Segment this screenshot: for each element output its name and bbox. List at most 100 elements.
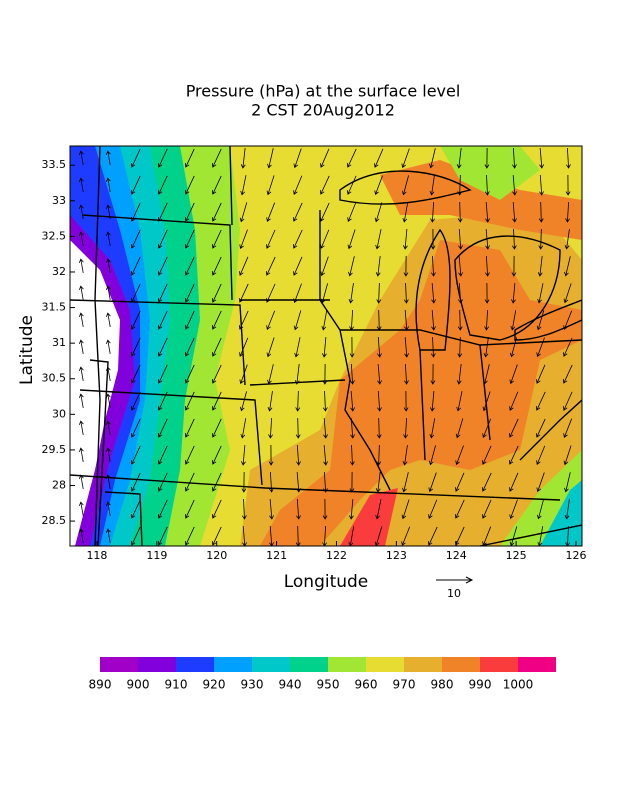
wind-arrow [376,417,382,439]
wind-arrow [211,337,222,357]
wind-arrow [130,175,141,195]
wind-arrow [509,499,518,520]
wind-arrow [184,256,195,276]
colorbar-swatch [518,657,556,672]
wind-arrow [564,472,571,493]
wind-arrow [157,256,168,276]
wind-arrow [78,474,84,489]
wind-arrow [105,366,111,381]
wind-arrow [563,283,572,304]
wind-arrow [184,445,195,465]
wind-arrow [184,283,195,303]
wind-arrow [157,364,168,384]
wind-arrow [211,391,222,411]
y-tick-label: 28 [52,479,66,492]
wind-arrow [105,528,111,543]
wind-arrow [240,445,246,466]
wind-arrow [130,148,141,168]
wind-arrow [484,174,490,196]
wind-arrow [403,282,409,304]
wind-arrow [431,255,436,277]
wind-arrow [239,229,248,250]
wind-arrow [350,418,355,439]
wind-arrow [458,256,463,277]
wind-arrow [211,229,222,249]
wind-arrow [404,363,409,385]
wind-arrow [211,499,222,519]
wind-arrow [401,526,411,546]
wind-arrow [105,420,111,435]
wind-arrow [563,337,573,357]
wind-arrow [563,391,573,411]
wind-arrow [428,472,437,493]
wind-arrow [377,364,382,385]
wind-arrow [293,175,303,195]
wind-arrow [349,336,355,358]
wind-arrow [292,202,303,222]
wind-arrow [269,471,274,493]
x-tick-label: 119 [146,549,167,562]
wind-arrow [78,447,84,462]
wind-arrow [267,364,274,385]
wind-arrow [509,391,519,411]
colorbar-label: 940 [279,678,302,692]
wind-arrow [266,337,275,358]
wind-arrow [157,445,168,465]
wind-arrow [375,256,381,277]
wind-arrow [130,283,141,303]
wind-arrow [211,445,222,465]
wind-arrow [401,175,409,196]
wind-arrow [536,445,546,465]
wind-arrow [482,526,492,546]
wind-arrow [211,175,222,195]
wind-arrow [482,418,492,439]
wind-arrow [211,283,222,303]
wind-arrow [457,336,463,358]
wind-arrow [431,310,436,331]
y-axis-label: Latitude [17,315,37,385]
wind-arrow [508,445,519,465]
wind-arrow [429,175,435,196]
wind-arrow [130,526,141,546]
wind-arrow [512,175,517,196]
wind-arrow [184,418,195,438]
colorbar-label: 910 [165,678,188,692]
wind-arrow [105,204,111,219]
wind-arrow [157,310,168,330]
wind-arrow [157,283,168,303]
wind-arrow [78,177,84,192]
wind-arrow [509,364,518,385]
y-tick-label: 33 [52,194,66,207]
wind-arrow [268,444,274,466]
wind-arrow [401,499,410,520]
wind-arrow [483,337,489,358]
wind-arrow [537,283,544,304]
wind-arrow [240,148,246,169]
colorbar-label: 900 [127,678,150,692]
wind-arrow [538,201,544,223]
wind-arrow [321,310,328,331]
wind-arrow [458,228,463,250]
wind-arrow [376,282,382,304]
wind-arrow [482,445,492,465]
y-tick-label: 31 [52,336,66,349]
wind-arrow [483,364,490,385]
wind-arrow [78,312,84,327]
colorbar-swatch [138,657,176,672]
wind-arrow [130,310,141,330]
wind-arrow [564,256,571,277]
wind-arrow [130,202,141,222]
wind-arrow [485,229,490,250]
wind-arrow [184,364,195,384]
wind-arrow [456,391,463,412]
y-tick-label: 28.5 [42,514,67,527]
wind-arrow [105,501,111,516]
colorbar-label: 1000 [503,678,534,692]
wind-arrow [484,147,490,169]
y-tick-label: 32.5 [42,229,67,242]
colorbar: 890 900 910 920 930 940 950 960 970 980 990 1000 [89,657,556,692]
wind-arrow [105,312,111,327]
wind-arrow [458,282,463,304]
wind-arrow [347,229,356,250]
wind-arrow [457,309,463,331]
